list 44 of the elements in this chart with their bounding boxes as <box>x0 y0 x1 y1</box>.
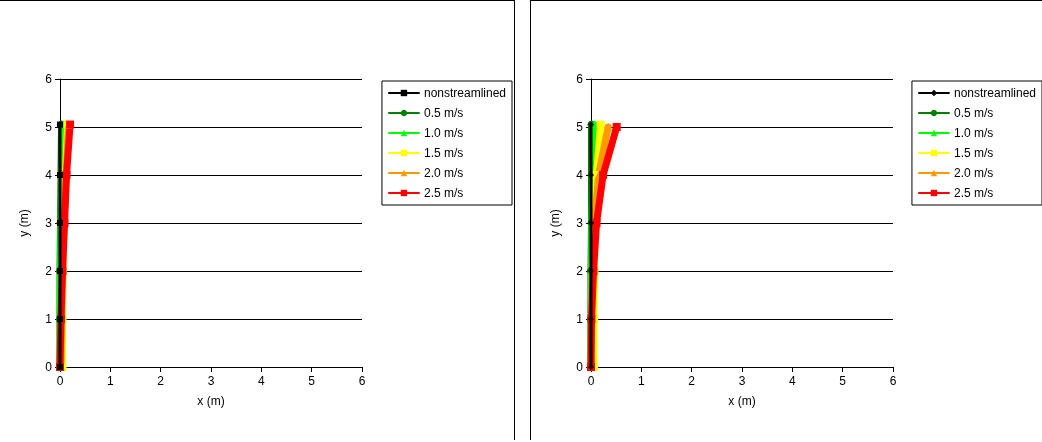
legend-label: nonstreamlined <box>423 86 507 100</box>
x-tick-label: 5 <box>839 374 847 388</box>
y-axis-title: y (m) <box>17 209 31 237</box>
legend-label: 0.5 m/s <box>423 106 464 120</box>
legend-label: 1.0 m/s <box>953 126 994 140</box>
legend-label: 2.5 m/s <box>953 186 994 200</box>
x-tick-label: 3 <box>207 374 215 388</box>
legend-label: 2.0 m/s <box>953 166 994 180</box>
y-tick-label: 2 <box>576 264 584 278</box>
y-tick-label: 6 <box>576 72 584 86</box>
x-tick-label: 4 <box>788 374 796 388</box>
y-tick-label: 4 <box>576 168 584 182</box>
y-tick-label: 1 <box>45 312 53 326</box>
y-tick-label: 3 <box>576 216 584 230</box>
x-tick-label: 2 <box>157 374 165 388</box>
x-tick-label: 2 <box>688 374 696 388</box>
y-tick-label: 6 <box>45 72 53 86</box>
legend-label: nonstreamlined <box>953 86 1037 100</box>
y-tick-label: 3 <box>45 216 53 230</box>
legend-label: 1.5 m/s <box>953 146 994 160</box>
legend-label: 2.0 m/s <box>423 166 464 180</box>
y-tick-label: 5 <box>45 120 53 134</box>
y-tick-label: 4 <box>45 168 53 182</box>
y-tick-label: 2 <box>45 264 53 278</box>
x-axis-title: x (m) <box>197 394 225 408</box>
legend-label: 2.5 m/s <box>423 186 464 200</box>
x-tick-label: 0 <box>587 374 595 388</box>
y-tick-label: 1 <box>576 312 584 326</box>
x-axis-title: x (m) <box>728 394 756 408</box>
x-tick-label: 1 <box>637 374 645 388</box>
y-tick-label: 0 <box>576 360 584 374</box>
y-axis-title: y (m) <box>548 209 562 237</box>
y-tick-label: 5 <box>576 120 584 134</box>
x-tick-label: 6 <box>358 374 366 388</box>
x-tick-label: 0 <box>56 374 64 388</box>
legend-label: 0.5 m/s <box>953 106 994 120</box>
x-tick-label: 1 <box>106 374 114 388</box>
x-tick-label: 5 <box>308 374 316 388</box>
x-tick-label: 6 <box>889 374 897 388</box>
y-tick-label: 0 <box>45 360 53 374</box>
x-tick-label: 4 <box>257 374 265 388</box>
legend-label: 1.0 m/s <box>423 126 464 140</box>
legend-label: 1.5 m/s <box>423 146 464 160</box>
x-tick-label: 3 <box>738 374 746 388</box>
